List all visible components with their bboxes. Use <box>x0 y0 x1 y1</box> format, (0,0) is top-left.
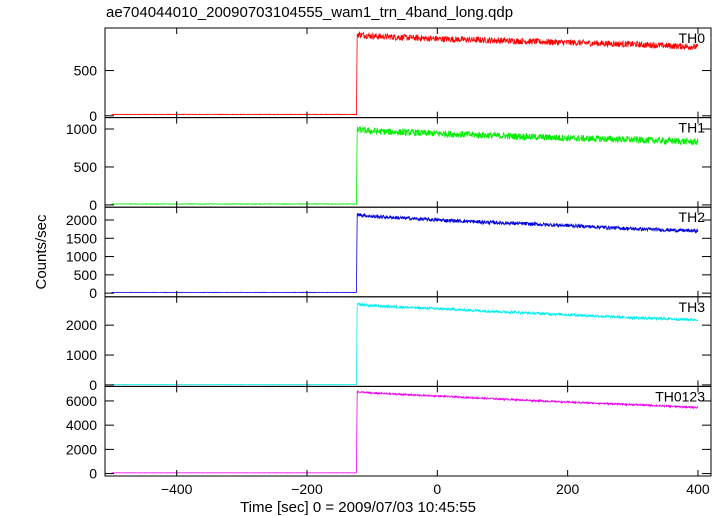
y-tick-label: 1000 <box>66 347 97 363</box>
panel-frame-th0123 <box>104 385 712 477</box>
x-axis-label: Time [sec] 0 = 2009/07/03 10:45:55 <box>240 499 476 516</box>
y-tick-label: 6000 <box>66 393 97 409</box>
y-tick-label: 0 <box>89 108 97 124</box>
y-tick-label: 2000 <box>66 212 97 228</box>
panel-label-th1: TH1 <box>679 120 706 136</box>
y-tick-label: 0 <box>89 285 97 301</box>
y-tick-label: 2000 <box>66 441 97 457</box>
panel-label-th0: TH0 <box>679 30 706 46</box>
chart-title: ae704044010_20090703104555_wam1_trn_4ban… <box>106 4 514 21</box>
y-tick-label: 0 <box>89 377 97 393</box>
panel-frame-th3 <box>104 296 712 387</box>
y-tick-label: 500 <box>74 159 98 175</box>
series-line-th0123 <box>111 389 699 474</box>
series-line-th3 <box>111 302 699 386</box>
panel-label-th2: TH2 <box>679 209 706 225</box>
y-tick-label: 500 <box>74 267 98 283</box>
x-tick-label: −400 <box>161 481 193 497</box>
panel-label-th0123: TH0123 <box>655 388 705 404</box>
panel-frame-th0 <box>104 27 712 119</box>
y-tick-label: 0 <box>89 197 97 213</box>
series-line-th2 <box>111 212 699 294</box>
y-tick-label: 1000 <box>66 249 97 265</box>
panel-label-th3: TH3 <box>679 299 706 315</box>
x-tick-label: −200 <box>291 481 323 497</box>
y-axis-label: Counts/sec <box>33 214 50 290</box>
y-tick-label: 0 <box>89 466 97 482</box>
y-tick-label: 1000 <box>66 121 97 137</box>
x-tick-label: 400 <box>686 481 710 497</box>
y-tick-label: 4000 <box>66 417 97 433</box>
series-line-th1 <box>111 126 699 206</box>
y-tick-label: 500 <box>74 63 98 79</box>
y-tick-label: 2000 <box>66 317 97 333</box>
x-tick-label: 0 <box>433 481 441 497</box>
y-tick-label: 1500 <box>66 230 97 246</box>
panel-frame-th2 <box>104 206 712 298</box>
series-line-th0 <box>111 30 699 116</box>
x-tick-label: 200 <box>556 481 580 497</box>
